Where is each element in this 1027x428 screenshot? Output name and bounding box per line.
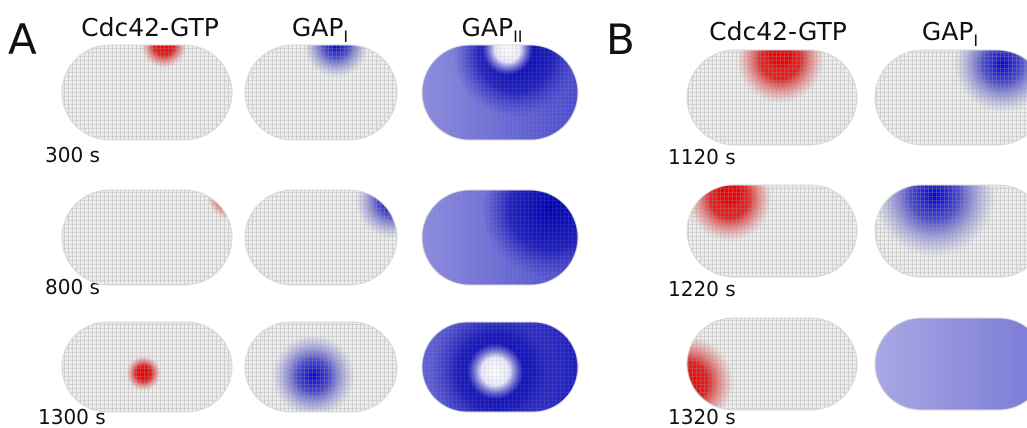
header-subscript: I <box>343 27 348 46</box>
column-header: Cdc42-GTP <box>81 13 219 42</box>
cell-mesh <box>875 50 1027 145</box>
cell-render <box>62 322 232 412</box>
cell-mesh <box>687 185 857 277</box>
cell-render <box>422 307 578 428</box>
cell-mesh <box>62 190 232 285</box>
cell-renders <box>62 0 1027 428</box>
header-subscript: I <box>973 31 978 50</box>
cell-mesh <box>422 45 578 140</box>
cell-mesh <box>422 322 578 412</box>
figure: A Cdc42-GTP GAPI GAPII 300 s 800 s 1300 … <box>0 0 1027 428</box>
cell-mesh <box>62 45 232 140</box>
cell-render <box>245 165 429 285</box>
panel-label: A <box>8 15 37 64</box>
cell-render <box>687 157 857 277</box>
column-header: GAPII <box>462 13 523 46</box>
cell-render <box>874 135 1027 277</box>
panel-label: B <box>606 15 635 64</box>
column-header: Cdc42-GTP <box>709 17 847 46</box>
column-header: GAPI <box>922 17 978 50</box>
cell-mesh <box>875 318 1027 410</box>
cell-render <box>245 322 397 417</box>
time-label: 1220 s <box>668 277 736 301</box>
time-label: 1120 s <box>668 145 736 169</box>
header-main: GAP <box>922 17 974 46</box>
cell-mesh <box>687 50 857 145</box>
time-label: 300 s <box>45 143 100 167</box>
header-main: GAP <box>292 13 344 42</box>
cell-mesh <box>687 318 857 410</box>
cell-mesh <box>62 322 232 412</box>
header-subscript: II <box>513 27 522 46</box>
cell-render <box>62 170 257 285</box>
column-header: GAPI <box>292 13 348 46</box>
cell-mesh <box>245 322 397 412</box>
cell-mesh <box>245 190 397 285</box>
header-main: GAP <box>462 13 514 42</box>
cell-mesh <box>422 190 578 285</box>
cell-mesh <box>875 185 1027 277</box>
cell-mesh <box>245 45 397 140</box>
cell-render <box>875 318 1027 410</box>
cell-render <box>422 141 618 285</box>
